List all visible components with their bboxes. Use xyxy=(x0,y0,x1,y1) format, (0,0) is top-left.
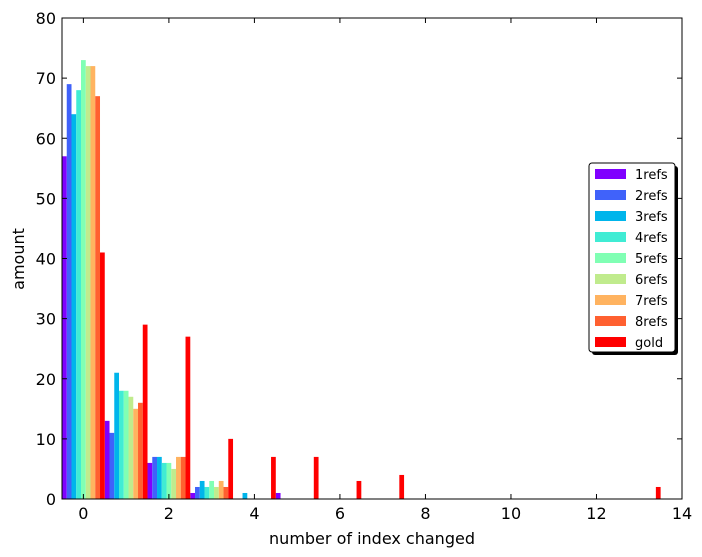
bar-8refs-1 xyxy=(138,402,143,499)
x-tick-label: 8 xyxy=(420,504,430,523)
bar-gold-13 xyxy=(655,486,661,499)
legend-label-1refs: 1refs xyxy=(635,168,668,183)
bar-4refs-0 xyxy=(76,90,82,499)
bar-gold-3 xyxy=(228,438,234,499)
x-tick-label: 0 xyxy=(78,504,88,523)
bar-1refs-2 xyxy=(147,462,153,499)
y-tick-label: 80 xyxy=(36,9,56,28)
bar-gold-5 xyxy=(313,456,319,499)
bar-8refs-0 xyxy=(95,96,101,499)
bar-3refs-0 xyxy=(71,114,77,499)
legend-swatch-4refs xyxy=(595,232,626,242)
y-tick-label: 0 xyxy=(46,490,56,509)
bar-3refs-1 xyxy=(114,372,120,499)
bar-2refs-0 xyxy=(66,84,72,499)
bar-7refs-3 xyxy=(218,480,224,499)
legend-swatch-6refs xyxy=(595,274,626,284)
bar-7refs-1 xyxy=(133,408,139,499)
y-tick-label: 50 xyxy=(36,189,56,208)
bar-4refs-2 xyxy=(161,462,167,499)
y-tick-label: 10 xyxy=(36,430,56,449)
axes-layer: 0 2 4 6 8 10 12 14 0 10 20 30 40 50 60 70 80 xyxy=(36,9,693,523)
bar-gold-7 xyxy=(399,474,405,499)
y-tick-label: 20 xyxy=(36,370,56,389)
bar-1refs-1 xyxy=(104,420,110,499)
x-tick-label: 14 xyxy=(672,504,692,523)
legend-label-gold: gold xyxy=(635,336,663,351)
bar-3refs-3 xyxy=(199,480,205,499)
legend: 1refs 2refs 3refs 4refs 5refs 6refs 7refs 8refs… xyxy=(588,162,678,355)
bar-2refs-2 xyxy=(152,456,158,499)
bar-1refs-3 xyxy=(190,492,196,499)
bar-5refs-1 xyxy=(123,390,129,499)
bar-gold-0 xyxy=(100,252,105,499)
y-tick-label: 30 xyxy=(36,310,56,329)
bar-5refs-3 xyxy=(209,480,215,499)
bar-2refs-3 xyxy=(195,486,200,499)
x-tick-label: 6 xyxy=(335,504,345,523)
legend-label-2refs: 2refs xyxy=(635,189,668,204)
bar-4refs-1 xyxy=(119,390,124,499)
legend-label-3refs: 3refs xyxy=(635,210,668,225)
bar-gold-1 xyxy=(142,324,148,499)
y-tick-label: 60 xyxy=(36,129,56,148)
y-tick-label: 70 xyxy=(36,69,56,88)
legend-swatch-7refs xyxy=(595,295,626,305)
bar-2refs-1 xyxy=(109,432,115,499)
legend-label-6refs: 6refs xyxy=(635,273,668,288)
bar-5refs-0 xyxy=(81,60,86,499)
legend-swatch-5refs xyxy=(595,253,626,263)
bar-gold-2 xyxy=(185,336,191,499)
bar-6refs-3 xyxy=(214,486,219,499)
legend-swatch-3refs xyxy=(595,211,626,221)
x-tick-label: 10 xyxy=(501,504,521,523)
bar-3refs-4 xyxy=(242,492,248,499)
legend-swatch-gold xyxy=(595,337,626,347)
bar-6refs-1 xyxy=(128,396,134,499)
bar-7refs-2 xyxy=(176,456,181,499)
legend-swatch-2refs xyxy=(595,190,626,200)
legend-swatch-8refs xyxy=(595,316,626,326)
bar-8refs-3 xyxy=(223,486,229,499)
legend-label-8refs: 8refs xyxy=(635,315,668,330)
bar-gold-4 xyxy=(271,456,276,499)
bar-1refs-5 xyxy=(275,492,281,499)
bar-5refs-2 xyxy=(166,462,172,499)
bars-layer xyxy=(62,60,661,499)
x-tick-label: 12 xyxy=(586,504,606,523)
legend-label-5refs: 5refs xyxy=(635,252,668,267)
bar-6refs-0 xyxy=(85,66,91,499)
bar-8refs-2 xyxy=(180,456,186,499)
y-tick-label: 40 xyxy=(36,250,56,269)
bar-4refs-3 xyxy=(204,486,210,499)
x-axis-label: number of index changed xyxy=(269,529,475,548)
bar-gold-6 xyxy=(356,480,362,499)
legend-swatch-1refs xyxy=(595,169,626,179)
y-axis-label: amount xyxy=(9,228,28,290)
legend-label-4refs: 4refs xyxy=(635,231,668,246)
legend-label-7refs: 7refs xyxy=(635,294,668,309)
x-tick-label: 2 xyxy=(164,504,174,523)
x-tick-label: 4 xyxy=(249,504,259,523)
bar-3refs-2 xyxy=(157,456,162,499)
bar-6refs-2 xyxy=(171,468,177,499)
bar-7refs-0 xyxy=(90,66,96,499)
bar-1refs-0 xyxy=(62,156,67,499)
